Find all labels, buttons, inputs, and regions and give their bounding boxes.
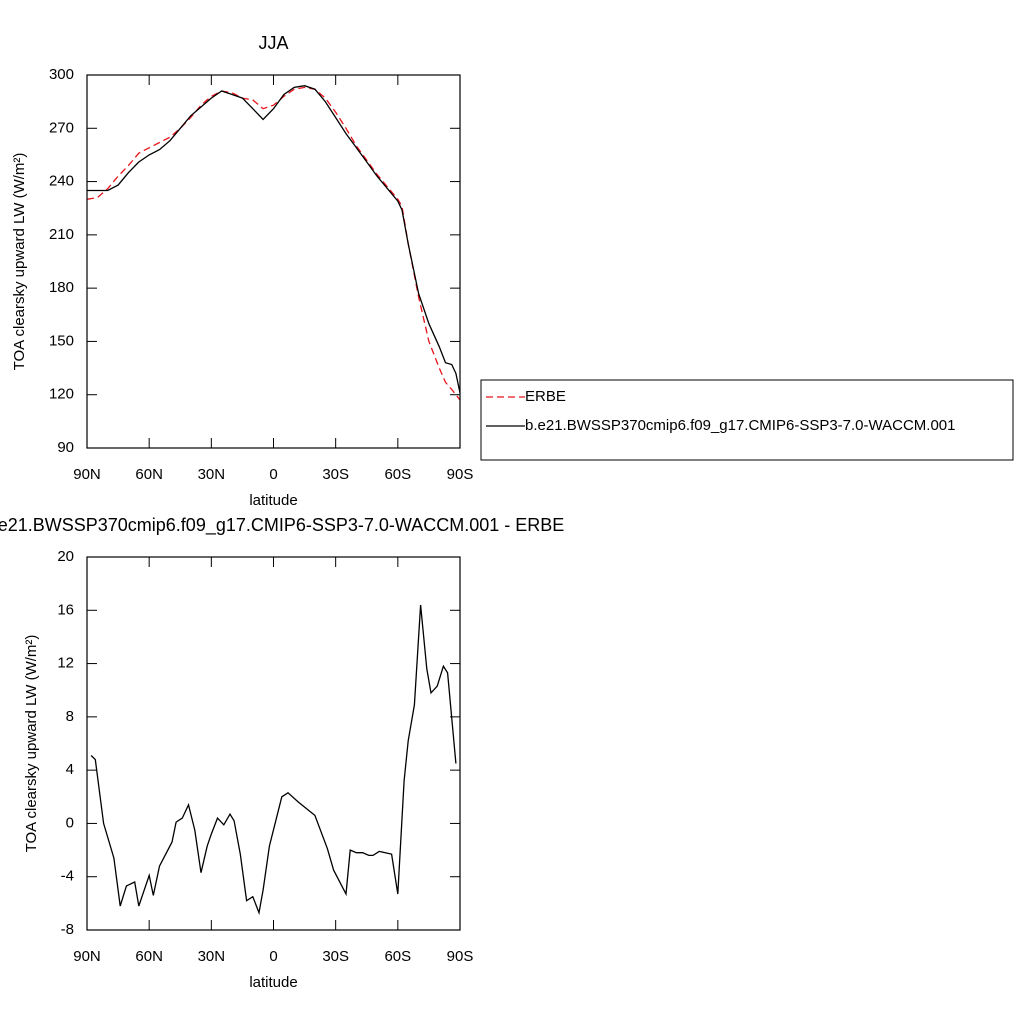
y-tick-label: 4 <box>66 761 74 778</box>
legend-label: b.e21.BWSSP370cmip6.f09_g17.CMIP6-SSP3-7… <box>525 417 955 434</box>
y-tick-label: 180 <box>49 279 74 296</box>
y-tick-label: 210 <box>49 226 74 243</box>
data-line <box>90 604 457 916</box>
x-tick-label: 60N <box>135 948 163 965</box>
plot-frame <box>86 74 461 449</box>
legend-box <box>480 379 1014 461</box>
x-tick-label: 30S <box>322 466 349 483</box>
y-tick-label: 8 <box>66 708 74 725</box>
x-tick-label: 90N <box>73 466 101 483</box>
x-tick-label: 0 <box>269 948 277 965</box>
chart-title: b.e21.BWSSP370cmip6.f09_g17.CMIP6-SSP3-7… <box>0 515 564 536</box>
y-tick-label: -4 <box>61 868 74 885</box>
data-line <box>87 85 461 394</box>
x-tick-label: 0 <box>269 466 277 483</box>
y-axis-label: TOA clearsky upward LW (W/m²) <box>11 153 28 371</box>
legend-label: ERBE <box>525 388 566 405</box>
x-tick-label: 60N <box>135 466 163 483</box>
x-axis-label: latitude <box>249 974 297 991</box>
y-tick-label: 0 <box>66 814 74 831</box>
x-tick-label: 30N <box>198 948 226 965</box>
chart-title: JJA <box>258 33 288 53</box>
y-tick-label: 270 <box>49 119 74 136</box>
plot-frame <box>86 556 461 931</box>
y-tick-label: 20 <box>57 548 74 565</box>
x-tick-label: 60S <box>384 948 411 965</box>
y-tick-label: 16 <box>57 601 74 618</box>
y-tick-label: 240 <box>49 173 74 190</box>
x-axis-label: latitude <box>249 492 297 509</box>
x-tick-label: 30S <box>322 948 349 965</box>
data-line <box>86 86 461 401</box>
x-tick-label: 90N <box>73 948 101 965</box>
x-tick-label: 90S <box>447 948 474 965</box>
x-tick-label: 60S <box>384 466 411 483</box>
y-tick-label: 120 <box>49 386 74 403</box>
y-tick-label: -8 <box>61 921 74 938</box>
y-tick-label: 12 <box>57 655 74 672</box>
x-tick-label: 90S <box>447 466 474 483</box>
y-tick-label: 300 <box>49 66 74 83</box>
y-tick-label: 90 <box>57 439 74 456</box>
y-axis-label: TOA clearsky upward LW (W/m²) <box>23 635 40 853</box>
y-tick-label: 150 <box>49 332 74 349</box>
x-tick-label: 30N <box>198 466 226 483</box>
